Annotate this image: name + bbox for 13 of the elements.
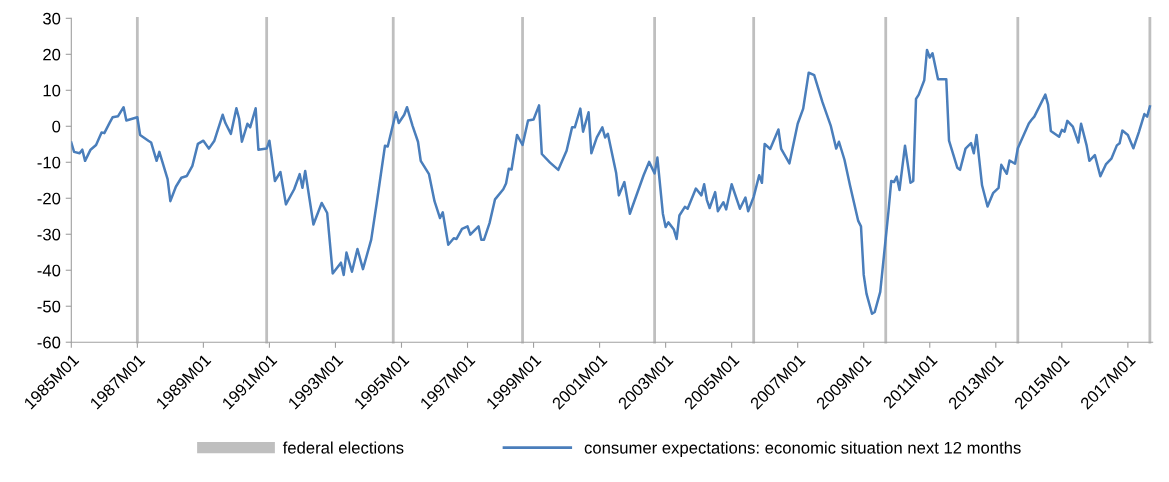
y-tick-label: -50 xyxy=(37,300,61,313)
legend-label: consumer expectations: economic situation next 12 months xyxy=(584,441,1021,457)
y-tick-label: 20 xyxy=(43,48,61,61)
y-tick-label: -30 xyxy=(37,228,61,241)
line-series xyxy=(71,48,1152,316)
y-tick-label: -20 xyxy=(37,192,61,205)
y-tick-label: -40 xyxy=(37,264,61,277)
legend-label: federal elections xyxy=(282,441,404,454)
y-tick-label: -10 xyxy=(37,156,61,169)
y-tick-label: 0 xyxy=(52,120,61,133)
y-tick-label: -60 xyxy=(37,336,61,349)
y-tick-label: 30 xyxy=(42,12,61,25)
y-tick-label: 10 xyxy=(43,84,61,97)
